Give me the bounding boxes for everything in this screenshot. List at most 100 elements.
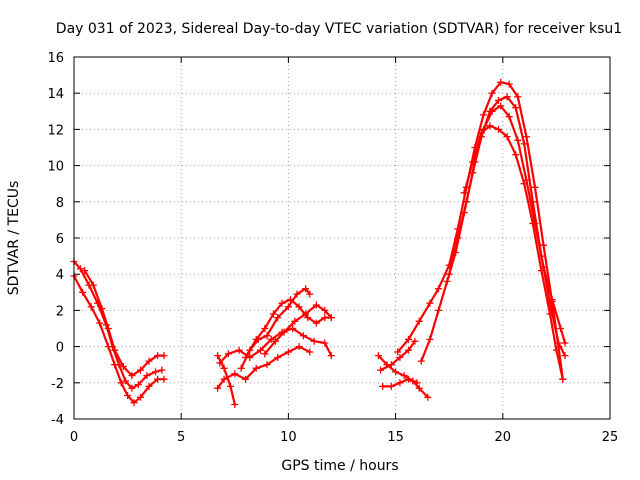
data-point xyxy=(214,352,222,360)
data-point xyxy=(321,339,329,347)
data-point xyxy=(561,339,569,347)
data-point xyxy=(415,317,423,325)
y-tick-label: 10 xyxy=(47,160,64,175)
data-point xyxy=(220,375,228,383)
data-point xyxy=(278,299,286,307)
data-point xyxy=(304,314,312,322)
data-point xyxy=(520,140,528,148)
data-point xyxy=(76,265,84,273)
data-point xyxy=(306,348,314,356)
data-point xyxy=(377,366,385,374)
data-point xyxy=(79,288,87,296)
data-point xyxy=(505,113,513,121)
data-point xyxy=(477,129,485,137)
data-point xyxy=(242,354,249,361)
data-point xyxy=(145,357,153,365)
data-point xyxy=(274,314,282,322)
y-tick-label: 2 xyxy=(56,304,64,319)
data-point xyxy=(557,325,565,332)
chart-title: Day 031 of 2023, Sidereal Day-to-day VTE… xyxy=(56,21,622,37)
data-point xyxy=(242,375,249,383)
data-point xyxy=(291,317,299,325)
y-tick-label: 16 xyxy=(47,51,64,66)
data-point xyxy=(104,325,112,332)
data-point xyxy=(497,78,505,86)
series-track-10 xyxy=(374,352,432,401)
data-point xyxy=(537,267,545,275)
data-point xyxy=(295,303,303,311)
data-point xyxy=(267,335,275,343)
data-point xyxy=(469,158,477,166)
tick-labels: 0 5 10 15 20 25 -4 -2 0 2 4 6 8 10 12 14 16 xyxy=(47,51,618,445)
series-track-3 xyxy=(81,267,168,380)
data-point xyxy=(405,375,412,383)
data-point xyxy=(411,337,419,345)
x-tick-label: 15 xyxy=(387,430,404,445)
data-point xyxy=(117,379,125,387)
y-tick-label: 4 xyxy=(56,268,64,283)
data-points xyxy=(70,78,569,408)
data-point xyxy=(269,310,277,318)
data-point xyxy=(231,370,239,378)
data-point xyxy=(261,350,269,358)
data-point xyxy=(287,296,294,303)
data-point xyxy=(529,220,537,227)
data-point xyxy=(387,361,395,369)
y-axis-label: SDTVAR / TECUs xyxy=(6,181,22,296)
data-point xyxy=(387,382,395,390)
data-point xyxy=(396,354,404,361)
data-point xyxy=(89,281,97,289)
data-point xyxy=(405,335,412,343)
data-point xyxy=(312,301,320,309)
series-line xyxy=(216,345,311,390)
data-point xyxy=(486,122,494,130)
data-point xyxy=(227,382,234,390)
data-point xyxy=(302,310,310,318)
data-point xyxy=(143,372,151,380)
data-point xyxy=(559,375,567,383)
data-point xyxy=(154,375,162,383)
data-point xyxy=(327,314,335,322)
grid xyxy=(74,57,610,419)
data-point xyxy=(261,325,269,332)
data-point xyxy=(302,285,310,293)
data-point xyxy=(514,93,522,101)
data-point xyxy=(158,366,166,374)
series-track-16 xyxy=(460,122,567,383)
data-point xyxy=(231,401,239,408)
series-track-2 xyxy=(70,272,168,407)
data-point xyxy=(495,96,502,104)
data-point xyxy=(488,89,496,97)
data-point xyxy=(284,303,292,311)
data-point xyxy=(306,290,314,298)
data-point xyxy=(216,359,224,367)
data-point xyxy=(295,343,303,351)
data-point xyxy=(274,354,282,361)
data-point xyxy=(505,80,513,88)
y-tick-label: 0 xyxy=(56,341,64,356)
data-point xyxy=(299,332,307,340)
data-point xyxy=(310,337,318,345)
data-point xyxy=(503,133,511,141)
data-point xyxy=(220,364,228,372)
data-point xyxy=(417,357,425,365)
series-track-5 xyxy=(214,343,314,392)
data-point xyxy=(424,393,432,401)
data-point xyxy=(379,382,387,390)
data-point xyxy=(154,352,162,360)
data-point xyxy=(145,382,153,390)
data-point xyxy=(561,352,569,360)
data-point xyxy=(122,377,129,385)
x-tick-label: 10 xyxy=(280,430,297,445)
data-point xyxy=(263,361,271,369)
data-point xyxy=(400,372,408,380)
x-axis-label: GPS time / hours xyxy=(281,458,398,474)
data-point xyxy=(415,384,423,392)
data-point xyxy=(257,346,264,354)
data-point xyxy=(272,337,279,345)
data-point xyxy=(284,348,292,356)
data-point xyxy=(503,93,511,101)
data-point xyxy=(104,343,112,351)
